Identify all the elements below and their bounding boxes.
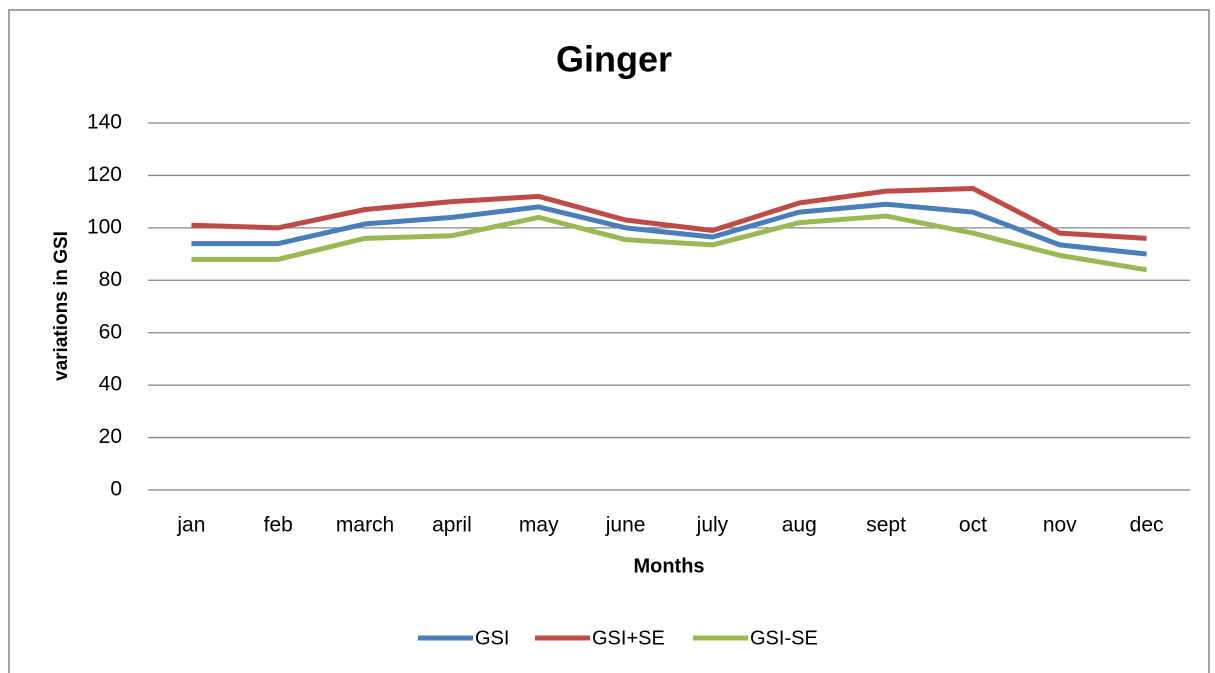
- legend-label: GSI+SE: [592, 627, 665, 649]
- x-tick-label: sept: [866, 514, 906, 537]
- x-tick-label: june: [605, 514, 646, 537]
- y-tick-label: 100: [87, 215, 122, 238]
- series-line: [191, 213, 1147, 273]
- chart-frame: [8, 9, 1210, 673]
- y-tick-label: 80: [99, 268, 122, 291]
- y-tick-label: 140: [87, 111, 122, 134]
- x-tick-label: nov: [1043, 514, 1077, 537]
- legend-label: GSI: [475, 627, 509, 649]
- y-tick-label: 120: [87, 163, 122, 186]
- series-line: [191, 186, 1147, 241]
- x-tick-label: april: [432, 514, 472, 537]
- x-tick-label: march: [336, 514, 394, 537]
- x-tick-label: feb: [264, 514, 293, 537]
- x-tick-label: july: [696, 514, 729, 537]
- y-tick-label: 60: [99, 320, 122, 343]
- legend-label: GSI-SE: [750, 627, 818, 649]
- series-line: [191, 201, 1147, 257]
- x-tick-label: oct: [959, 514, 987, 537]
- y-axis-label: variations in GSI: [51, 231, 72, 381]
- x-tick-label: may: [519, 514, 559, 537]
- x-tick-label: jan: [176, 514, 205, 537]
- y-tick-label: 0: [110, 478, 122, 501]
- x-tick-label: aug: [782, 514, 817, 537]
- chart-title: Ginger: [556, 39, 672, 80]
- y-tick-label: 40: [99, 373, 122, 396]
- x-axis-label: Months: [633, 555, 704, 577]
- y-tick-label: 20: [99, 425, 122, 448]
- x-tick-label: dec: [1130, 514, 1164, 537]
